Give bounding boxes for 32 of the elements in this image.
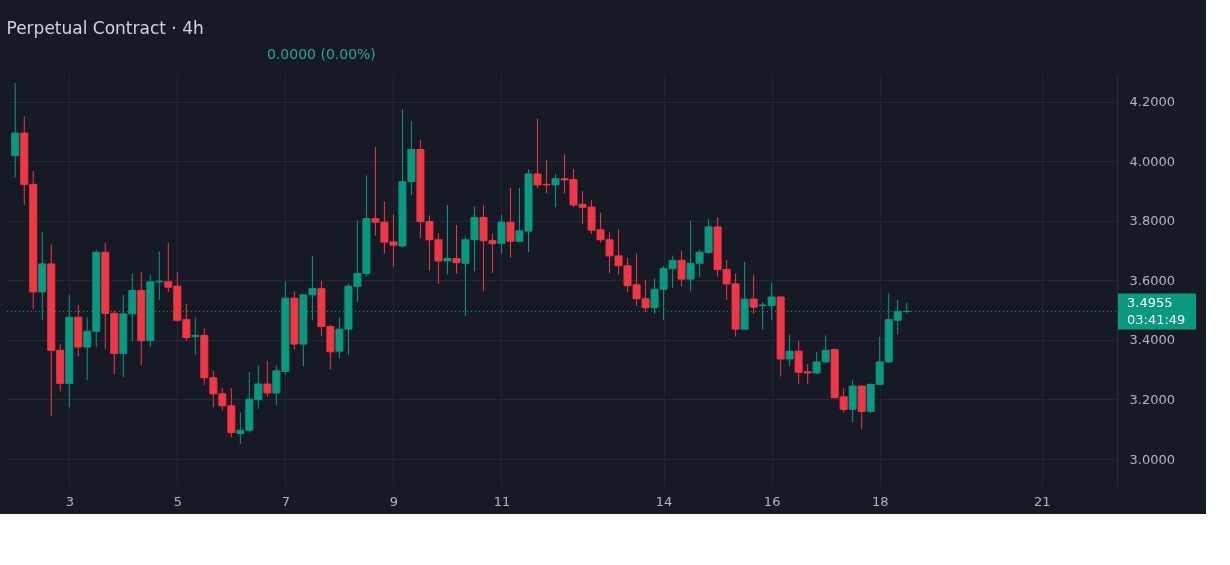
candlestick (452, 224, 461, 274)
y-tick-label: 3.2000 (1129, 391, 1175, 407)
candlestick (506, 187, 515, 259)
x-tick-label: 5 (173, 493, 182, 509)
chart-title: Perpetual Contract · 4h (6, 18, 204, 38)
candlestick (11, 82, 20, 178)
candlestick (497, 213, 506, 255)
candlestick (677, 250, 686, 287)
candlestick (191, 316, 200, 356)
x-tick-label: 11 (493, 493, 511, 509)
candlestick (443, 204, 452, 275)
x-tick-label: 18 (871, 493, 889, 509)
x-tick-label: 14 (655, 493, 673, 509)
text: 0.0000 (0.00%) (267, 46, 376, 62)
candlestick (263, 360, 272, 398)
y-tick-label: 4.0000 (1129, 153, 1175, 169)
y-tick-label: 4.2000 (1129, 94, 1175, 110)
candlestick (749, 273, 758, 315)
x-tick-label: 21 (1033, 493, 1051, 509)
y-tick-label: 3.4000 (1129, 332, 1175, 348)
candlestick (785, 334, 794, 367)
candlestick (551, 173, 560, 208)
y-tick-label: 3.6000 (1129, 272, 1175, 288)
y-tick-label: 3.8000 (1129, 213, 1175, 229)
x-tick-label: 9 (389, 493, 399, 509)
y-tick-label: 3.0000 (1129, 451, 1175, 467)
x-tick-label: 16 (763, 493, 781, 509)
candlestick (848, 379, 857, 423)
x-tick-label: 3 (65, 493, 74, 509)
x-tick-label: 7 (281, 493, 291, 509)
text: 03:41:49 (1127, 312, 1186, 328)
ref-line-label: 3.4955 (1127, 295, 1173, 311)
